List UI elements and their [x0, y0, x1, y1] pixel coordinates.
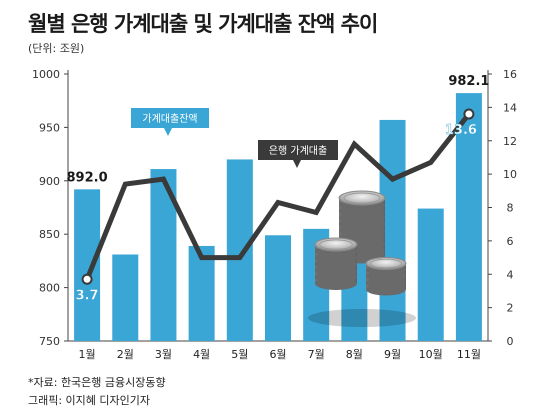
line-callout-box [258, 140, 338, 160]
bar [74, 189, 101, 341]
coins-illustration [308, 190, 416, 327]
line-callout-label: 은행 가계대출 [269, 145, 327, 157]
bar-callout-box [131, 108, 209, 128]
right-tick-label: 12 [503, 135, 517, 148]
x-tick-label: 1월 [79, 348, 96, 361]
right-tick-label: 0 [507, 335, 514, 348]
x-tick-label: 8월 [346, 348, 363, 361]
x-tick-label: 5월 [231, 348, 248, 361]
line-series-path [84, 111, 472, 282]
right-tick-label: 2 [507, 302, 514, 315]
x-tick-label: 10월 [419, 348, 443, 361]
line-value-label: 13.6 [445, 123, 477, 138]
right-tick-label: 14 [503, 101, 517, 114]
bar-value-label: 892.0 [67, 170, 108, 185]
bar [265, 235, 291, 341]
bar-callout-pointer [164, 128, 172, 136]
unit-label: (단위: 조원) [28, 42, 85, 55]
bar [417, 208, 444, 341]
right-tick-label: 10 [503, 168, 517, 181]
left-tick-label: 750 [39, 335, 60, 348]
line-callout-pointer [293, 160, 301, 168]
right-tick-label: 4 [507, 268, 514, 281]
bar-value-label: 982.1 [448, 74, 489, 89]
line-point [81, 273, 93, 285]
chart-title: 월별 은행 가계대출 및 가계대출 잔액 추이 [28, 12, 378, 36]
bar [455, 93, 482, 341]
source-note: *자료: 한국은행 금융시장동향 [28, 376, 166, 389]
x-tick-label: 2월 [117, 348, 134, 361]
left-tick-label: 1000 [32, 68, 60, 81]
line-point [463, 108, 475, 120]
bar-callout-label: 가계대출잔액 [142, 113, 197, 125]
left-tick-label: 950 [39, 121, 60, 134]
x-tick-label: 3월 [155, 348, 172, 361]
left-tick-label: 850 [39, 228, 60, 241]
right-tick-label: 6 [507, 235, 514, 248]
x-tick-label: 11월 [457, 348, 481, 361]
bar [112, 254, 139, 341]
bar [188, 245, 215, 341]
x-tick-label: 6월 [269, 348, 286, 361]
x-tick-label: 9월 [384, 348, 401, 361]
left-tick-label: 900 [39, 175, 60, 188]
line-value-label: 3.7 [76, 288, 99, 303]
bar [226, 159, 253, 341]
x-tick-label: 4월 [193, 348, 210, 361]
graphic-credit: 그래픽: 이지혜 디자인기자 [28, 394, 151, 407]
left-tick-label: 800 [39, 282, 60, 295]
x-tick-label: 7월 [308, 348, 325, 361]
right-tick-label: 16 [503, 68, 517, 81]
right-tick-label: 8 [507, 202, 514, 215]
